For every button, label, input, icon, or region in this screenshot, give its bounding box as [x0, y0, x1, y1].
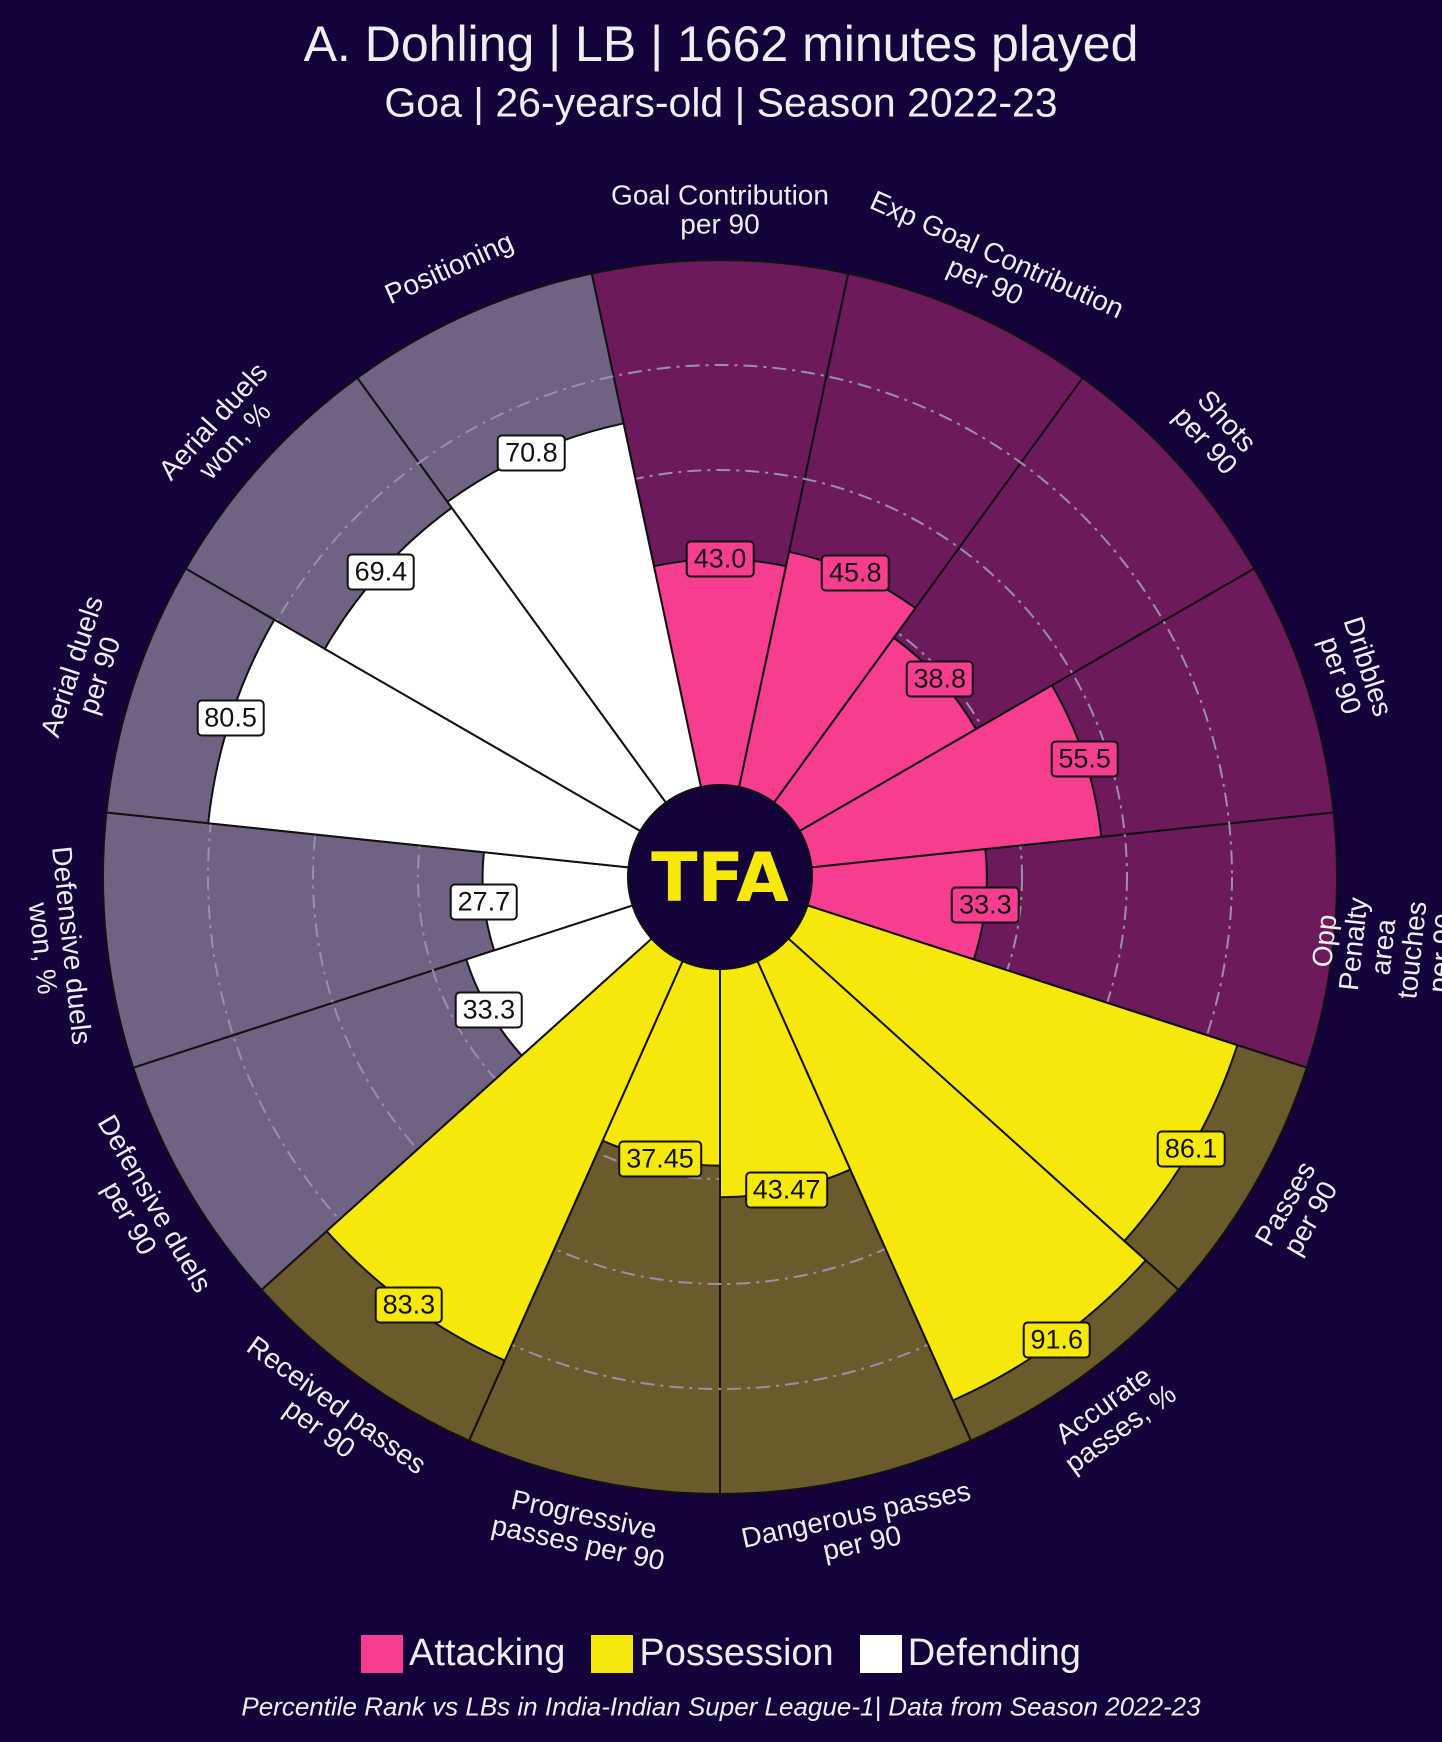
value-label: 69.4	[346, 553, 416, 591]
value-label: 86.1	[1156, 1130, 1226, 1168]
value-label: 37.45	[618, 1140, 702, 1178]
legend-label: Defending	[907, 1632, 1081, 1674]
value-label: 38.8	[905, 660, 975, 698]
legend-item: Possession	[591, 1632, 834, 1675]
value-label: 33.3	[454, 991, 524, 1029]
value-label: 43.0	[685, 540, 755, 578]
slice	[786, 904, 1239, 1243]
legend-label: Attacking	[409, 1632, 566, 1674]
category-label: Opp Penalty area touches per 90	[1306, 895, 1442, 1001]
value-label: 83.3	[374, 1286, 444, 1324]
slice	[798, 683, 1103, 869]
slice	[207, 618, 642, 869]
slice	[325, 937, 684, 1362]
value-label: 55.5	[1050, 740, 1119, 778]
legend-swatch	[859, 1634, 902, 1673]
slice	[446, 422, 703, 804]
value-label: 70.8	[497, 434, 566, 472]
value-label: 91.6	[1022, 1321, 1092, 1359]
value-label: 43.47	[744, 1171, 829, 1209]
footer: Percentile Rank vs LBs in India-Indian S…	[241, 1691, 1201, 1722]
legend-label: Possession	[639, 1632, 834, 1674]
grid-circle	[207, 364, 1233, 1390]
slice	[756, 937, 1148, 1402]
chart-title: A. Dohling | LB | 1662 minutes played	[303, 16, 1139, 72]
grid-circle	[312, 469, 1128, 1285]
legend-item: Attacking	[361, 1632, 565, 1675]
logo: TFA	[651, 839, 789, 918]
category-label: Goal Contribution per 90	[611, 179, 829, 240]
logo-circle	[638, 795, 802, 959]
value-label: 80.5	[196, 699, 265, 737]
legend-swatch	[591, 1634, 634, 1673]
value-label: 33.3	[951, 886, 1020, 924]
value-label: 45.8	[820, 554, 890, 592]
chart-subtitle: Goa | 26-years-old | Season 2022-23	[384, 79, 1058, 126]
legend: Attacking Possession Defending	[0, 1632, 1442, 1675]
legend-swatch	[361, 1634, 404, 1673]
legend-item: Defending	[859, 1632, 1081, 1675]
value-label: 27.7	[449, 883, 519, 921]
